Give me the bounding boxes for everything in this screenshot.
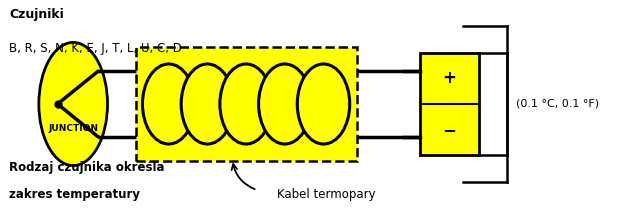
Text: Rodzaj czujnika określa: Rodzaj czujnika określa <box>9 161 164 175</box>
Text: Kabel termopary: Kabel termopary <box>277 188 376 201</box>
Text: B, R, S, N, K, E, J, T, L, U, C, D: B, R, S, N, K, E, J, T, L, U, C, D <box>9 42 182 56</box>
Bar <box>419 53 479 155</box>
Ellipse shape <box>181 64 234 144</box>
Text: Czujniki: Czujniki <box>9 7 63 21</box>
Ellipse shape <box>142 64 195 144</box>
Ellipse shape <box>258 64 311 144</box>
Text: JUNCTION: JUNCTION <box>48 124 98 133</box>
Ellipse shape <box>39 42 107 166</box>
Text: (0.1 °C, 0.1 °F): (0.1 °C, 0.1 °F) <box>517 99 599 109</box>
Bar <box>135 47 357 161</box>
Text: zakres temperatury: zakres temperatury <box>9 188 140 201</box>
Text: −: − <box>442 121 456 139</box>
Ellipse shape <box>220 64 272 144</box>
Text: +: + <box>442 69 456 87</box>
Ellipse shape <box>297 64 350 144</box>
